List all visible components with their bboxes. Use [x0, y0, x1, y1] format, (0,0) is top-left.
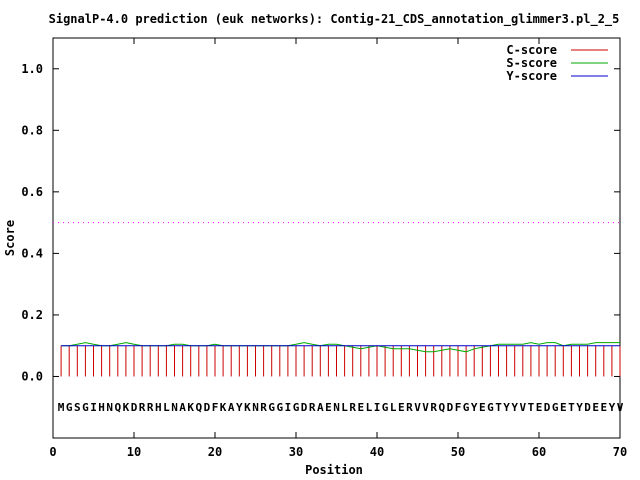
sequence-residue: G	[82, 401, 89, 414]
sequence-residue: G	[463, 401, 470, 414]
sequence-residue: H	[155, 401, 162, 414]
sequence-residue: V	[617, 401, 624, 414]
sequence-residue: E	[592, 401, 599, 414]
sequence-residue: D	[301, 401, 308, 414]
sequence-residue: I	[90, 401, 97, 414]
sequence-residue: M	[58, 401, 65, 414]
series-layer	[60, 342, 621, 377]
sequence-residue: I	[285, 401, 292, 414]
x-tick-label: 0	[49, 445, 56, 459]
sequence-residue: K	[123, 401, 130, 414]
sequence-residue: G	[66, 401, 73, 414]
x-tick-label: 10	[127, 445, 141, 459]
sequence-residue: T	[528, 401, 535, 414]
sequence-residue: Q	[195, 401, 202, 414]
s-score-line	[61, 342, 620, 353]
sequence-residue: R	[430, 401, 437, 414]
sequence-residue: L	[341, 401, 348, 414]
sequence-residue: N	[333, 401, 340, 414]
legend-label: C-score	[506, 43, 557, 57]
sequence-residue: F	[455, 401, 462, 414]
sequence-residue: N	[106, 401, 113, 414]
sequence-residue: R	[349, 401, 356, 414]
sequence-residue: S	[74, 401, 81, 414]
sequence-residue: G	[552, 401, 559, 414]
sequence-residue: K	[244, 401, 251, 414]
sequence-residue: K	[220, 401, 227, 414]
sequence-residue: R	[139, 401, 146, 414]
sequence-residue: R	[406, 401, 413, 414]
y-tick-label: 0.6	[21, 185, 43, 199]
sequence-residue: G	[382, 401, 389, 414]
sequence-residue: D	[584, 401, 591, 414]
sequence-residue: L	[366, 401, 373, 414]
x-tick-label: 50	[451, 445, 465, 459]
x-axis-label: Position	[305, 463, 363, 477]
sequence-residue: E	[479, 401, 486, 414]
sequence-residue: V	[422, 401, 429, 414]
sequence-residue: N	[252, 401, 259, 414]
y-tick-label: 1.0	[21, 62, 43, 76]
sequence-residue: Q	[114, 401, 121, 414]
plot-frame	[52, 37, 621, 439]
sequence-residue: Y	[471, 401, 478, 414]
sequence-residue: V	[414, 401, 421, 414]
sequence-residue: Y	[576, 401, 583, 414]
sequence-residue: N	[171, 401, 178, 414]
sequence-residue: D	[544, 401, 551, 414]
x-tick-label: 20	[208, 445, 222, 459]
axis-ticks: 0 10 20 30 40 50 60 70 0.0 0.2 0.4 0.6 0.8 1.0	[21, 38, 627, 459]
sequence-residue: Y	[511, 401, 518, 414]
sequence-residue: G	[268, 401, 275, 414]
sequence-residue: T	[495, 401, 502, 414]
sequence-residue: V	[519, 401, 526, 414]
sequence-residue: G	[293, 401, 300, 414]
sequence-residue: G	[276, 401, 283, 414]
sequence-residue: H	[98, 401, 105, 414]
sequence-residue: L	[390, 401, 397, 414]
sequence-residue: E	[560, 401, 567, 414]
y-tick-label: 0.2	[21, 308, 43, 322]
sequence-residue: Y	[609, 401, 616, 414]
x-tick-label: 70	[613, 445, 627, 459]
y-tick-label: 0.4	[21, 246, 43, 260]
sequence-residue: E	[536, 401, 543, 414]
sequence-residue: R	[147, 401, 154, 414]
y-tick-label: 0.0	[21, 369, 43, 383]
legend-label: Y-score	[506, 69, 557, 83]
sequence-residue: Y	[236, 401, 243, 414]
y-axis-label: Score	[3, 220, 17, 256]
x-tick-label: 40	[370, 445, 384, 459]
sequence-residue: E	[325, 401, 332, 414]
sequence-residue: Q	[438, 401, 445, 414]
x-tick-label: 30	[289, 445, 303, 459]
sequence-residue: K	[187, 401, 194, 414]
sequence-residue: Y	[503, 401, 510, 414]
sequence-residue: D	[131, 401, 138, 414]
y-tick-label: 0.8	[21, 123, 43, 137]
sequence-residue: L	[163, 401, 170, 414]
sequence-residue: E	[357, 401, 364, 414]
sequence-residue: R	[309, 401, 316, 414]
sequence-residue: R	[260, 401, 267, 414]
sequence-residue: A	[179, 401, 186, 414]
sequence-residue: A	[228, 401, 235, 414]
sequence-residue: G	[487, 401, 494, 414]
sequence-residue: D	[447, 401, 454, 414]
sequence-residue: A	[317, 401, 324, 414]
sequence-residue: E	[600, 401, 607, 414]
sequence-residue: I	[374, 401, 381, 414]
sequence-residue: D	[204, 401, 211, 414]
sequence-residue: T	[568, 401, 575, 414]
sequence-residue: F	[212, 401, 219, 414]
sequence-residue: E	[398, 401, 405, 414]
legend-label: S-score	[506, 56, 557, 70]
chart-title: SignalP-4.0 prediction (euk networks): C…	[49, 12, 620, 27]
x-tick-label: 60	[532, 445, 546, 459]
